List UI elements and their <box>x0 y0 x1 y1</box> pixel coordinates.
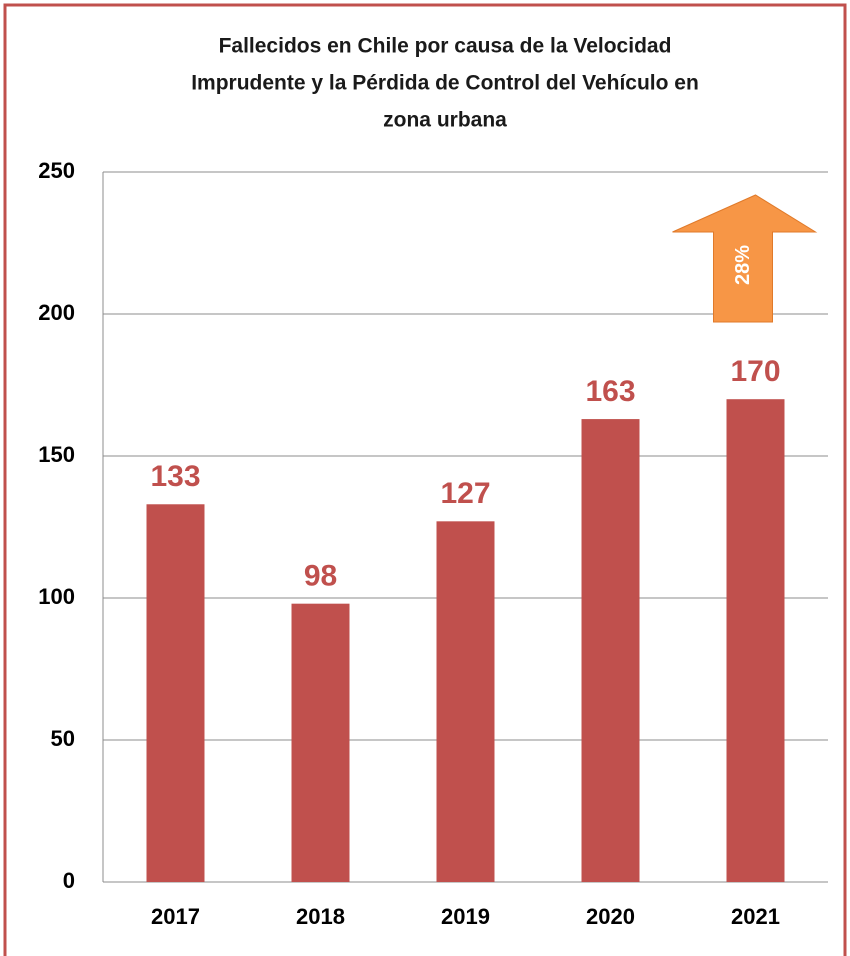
x-tick-label: 2017 <box>151 904 200 929</box>
chart-title-line: Fallecidos en Chile por causa de la Velo… <box>219 35 672 58</box>
bar <box>291 603 350 882</box>
bar <box>146 504 205 882</box>
chart-title: Fallecidos en Chile por causa de la Velo… <box>191 35 699 132</box>
value-label: 98 <box>304 560 337 593</box>
value-label: 133 <box>150 460 200 493</box>
x-tick-label: 2020 <box>586 904 635 929</box>
chart-title-line: zona urbana <box>383 109 507 132</box>
y-tick-label: 150 <box>38 442 75 467</box>
y-tick-label: 250 <box>38 158 75 183</box>
value-label: 127 <box>440 477 490 510</box>
chart-title-line: Imprudente y la Pérdida de Control del V… <box>191 72 699 95</box>
y-tick-label: 100 <box>38 584 75 609</box>
x-tick-label: 2021 <box>731 904 780 929</box>
chart-frame <box>3 3 847 956</box>
y-tick-label: 200 <box>38 300 75 325</box>
bar <box>581 419 640 882</box>
annotation-arrow <box>672 194 818 323</box>
x-tick-label: 2019 <box>441 904 490 929</box>
bar <box>726 399 785 882</box>
bar <box>436 521 495 882</box>
x-tick-label: 2018 <box>296 904 345 929</box>
annotation-label: 28% <box>732 245 754 285</box>
y-tick-label: 0 <box>63 868 75 893</box>
y-tick-label: 50 <box>51 726 75 751</box>
value-label: 170 <box>730 355 780 388</box>
value-label: 163 <box>585 375 635 408</box>
